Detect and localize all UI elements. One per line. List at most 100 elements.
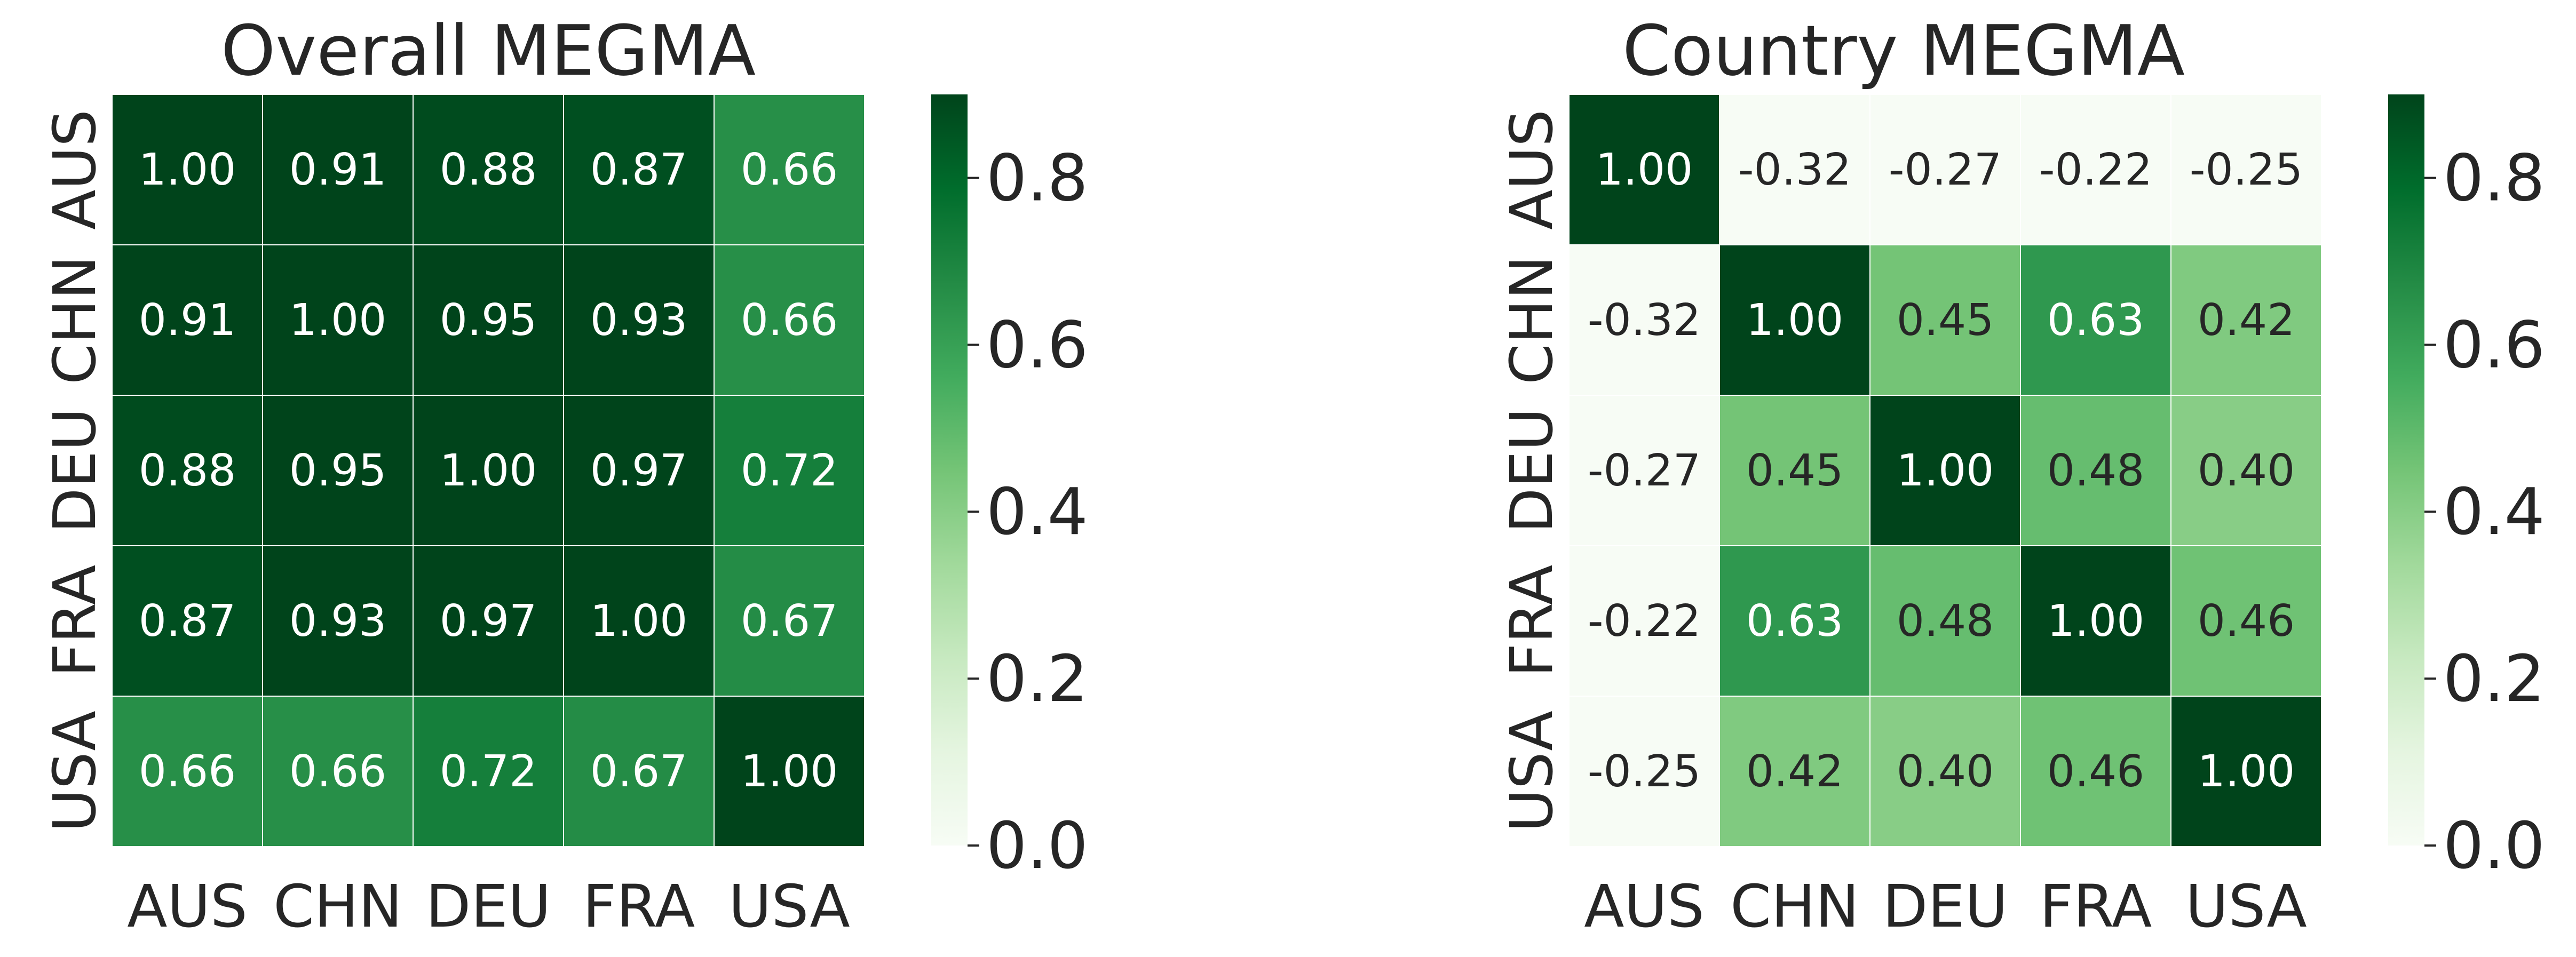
heatmap-cell bbox=[112, 94, 263, 245]
colorbar-tick-label: 0.0 bbox=[2443, 809, 2545, 883]
cell-value-label: 0.87 bbox=[590, 145, 688, 195]
heatmap-cell bbox=[262, 395, 414, 546]
x-tick-labels: AUS CHN DEU FRA USA bbox=[127, 872, 850, 940]
colorbar-tick-label: 0.6 bbox=[986, 308, 1088, 382]
heatmap-cell bbox=[413, 696, 564, 847]
x-tick-label: FRA bbox=[583, 872, 695, 940]
colorbar-tick-label: 0.8 bbox=[986, 141, 1088, 216]
heatmap-cell bbox=[563, 395, 715, 546]
heatmap-cell bbox=[2170, 395, 2322, 546]
cell-value-label: 1.00 bbox=[289, 295, 387, 346]
y-tick-labels: AUS CHN DEU FRA USA bbox=[1497, 109, 1566, 832]
cell-value-label: 1.00 bbox=[440, 445, 537, 496]
cell-value-label: 0.66 bbox=[289, 746, 387, 797]
x-tick-label: CHN bbox=[1730, 872, 1859, 940]
cell-value-label: 0.66 bbox=[741, 295, 838, 346]
cell-value-label: 0.63 bbox=[1746, 596, 1844, 647]
cell-value-label: 0.40 bbox=[1897, 746, 1994, 797]
heatmap-cell bbox=[714, 696, 865, 847]
cell-value-label: 0.48 bbox=[2047, 445, 2145, 496]
colorbar-gradient bbox=[931, 94, 968, 846]
x-tick-label: USA bbox=[728, 872, 850, 940]
cell-value-label: 0.45 bbox=[1746, 445, 1844, 496]
heatmap-cell bbox=[413, 545, 564, 697]
y-tick-label: DEU bbox=[1497, 408, 1566, 533]
heatmap-cell bbox=[1719, 94, 1870, 245]
x-tick-label: DEU bbox=[1883, 872, 2008, 940]
y-tick-label: AUS bbox=[41, 109, 109, 230]
cell-value-label: 0.93 bbox=[590, 295, 688, 346]
chart-title: Overall MEGMA bbox=[221, 10, 756, 91]
cell-value-label: 1.00 bbox=[139, 145, 236, 195]
heatmap-cell bbox=[1869, 395, 2021, 546]
y-tick-label: FRA bbox=[1497, 565, 1566, 677]
cell-value-label: 0.88 bbox=[139, 445, 236, 496]
cell-value-label: 1.00 bbox=[1596, 145, 1693, 195]
cell-value-label: 0.97 bbox=[590, 445, 688, 496]
cell-value-label: 1.00 bbox=[2047, 596, 2145, 647]
heatmap-panel-country: Country MEGMA 1.00 -0.32 -0.27 -0.22 -0.25 -0… bbox=[1497, 10, 2545, 940]
heatmap-cell bbox=[1568, 395, 1720, 546]
cell-value-label: -0.25 bbox=[2190, 145, 2303, 195]
heatmap-cell bbox=[1568, 545, 1720, 697]
x-tick-labels: AUS CHN DEU FRA USA bbox=[1584, 872, 2307, 940]
heatmap-cell bbox=[112, 696, 263, 847]
y-tick-label: DEU bbox=[41, 408, 109, 533]
cell-value-label: 1.00 bbox=[1746, 295, 1844, 346]
heatmap-cell bbox=[2020, 545, 2171, 697]
heatmap-cell bbox=[1568, 696, 1720, 847]
cell-value-label: 0.46 bbox=[2047, 746, 2145, 797]
cell-value-label: 0.88 bbox=[440, 145, 537, 195]
cell-value-label: 0.95 bbox=[289, 445, 387, 496]
cell-value-label: 0.48 bbox=[1897, 596, 1994, 647]
cell-value-label: 0.67 bbox=[590, 746, 688, 797]
cell-value-label: -0.32 bbox=[1588, 295, 1701, 346]
cell-value-label: -0.27 bbox=[1588, 445, 1701, 496]
cell-value-label: 0.46 bbox=[2198, 596, 2295, 647]
heatmap-cell bbox=[714, 94, 865, 245]
heatmap-cell bbox=[262, 94, 414, 245]
cell-value-label: 1.00 bbox=[741, 746, 838, 797]
cell-value-label: 0.66 bbox=[741, 145, 838, 195]
y-tick-label: CHN bbox=[1497, 256, 1566, 385]
chart-title: Country MEGMA bbox=[1622, 10, 2185, 91]
cell-value-label: 0.63 bbox=[2047, 295, 2145, 346]
heatmap-cell bbox=[2020, 395, 2171, 546]
x-tick-label: FRA bbox=[2040, 872, 2152, 940]
colorbar-gradient bbox=[2388, 94, 2424, 846]
cell-value-label: 0.91 bbox=[139, 295, 236, 346]
cell-value-label: 0.93 bbox=[289, 596, 387, 647]
heatmap-cell bbox=[2020, 244, 2171, 396]
heatmap-cells: 1.00 -0.32 -0.27 -0.22 -0.25 -0.32 1.00 0.45 0.6… bbox=[1568, 94, 2322, 847]
heatmap-cell bbox=[413, 395, 564, 546]
heatmap-panel-overall: Overall MEGMA 1.00 0.91 0.88 0.87 0.660.91 1.… bbox=[41, 10, 1088, 940]
cell-value-label: 0.45 bbox=[1897, 295, 1994, 346]
cell-value-label: -0.22 bbox=[2039, 145, 2152, 195]
colorbar-tick-label: 0.6 bbox=[2443, 308, 2545, 382]
x-tick-label: CHN bbox=[273, 872, 402, 940]
heatmap-cell bbox=[413, 94, 564, 245]
heatmap-cell bbox=[262, 545, 414, 697]
cell-value-label: 1.00 bbox=[590, 596, 688, 647]
colorbar: 0.0 0.2 0.4 0.6 0.8 bbox=[931, 94, 1088, 883]
heatmap-cell bbox=[2170, 696, 2322, 847]
heatmap-cell bbox=[563, 545, 715, 697]
y-tick-label: AUS bbox=[1497, 109, 1566, 230]
cell-value-label: -0.22 bbox=[1588, 596, 1701, 647]
cell-value-label: -0.32 bbox=[1738, 145, 1851, 195]
colorbar-ticks: 0.0 0.2 0.4 0.6 0.8 bbox=[2424, 141, 2545, 883]
colorbar-tick-label: 0.4 bbox=[986, 475, 1088, 549]
heatmap-cell bbox=[1719, 395, 1870, 546]
cell-value-label: 0.91 bbox=[289, 145, 387, 195]
heatmap-cell bbox=[112, 545, 263, 697]
heatmap-cells: 1.00 0.91 0.88 0.87 0.66 0.91 1.00 0.95 0.93 0.66… bbox=[112, 94, 865, 847]
y-tick-label: USA bbox=[1497, 711, 1566, 832]
heatmap-cell bbox=[262, 696, 414, 847]
cell-value-label: 1.00 bbox=[2198, 746, 2295, 797]
heatmap-cell bbox=[1719, 545, 1870, 697]
colorbar-tick-label: 0.2 bbox=[2443, 642, 2545, 716]
x-tick-label: AUS bbox=[127, 872, 248, 940]
colorbar-tick-label: 0.8 bbox=[2443, 141, 2545, 216]
colorbar-ticks: 0.0 0.2 0.4 0.6 0.8 bbox=[968, 141, 1088, 883]
